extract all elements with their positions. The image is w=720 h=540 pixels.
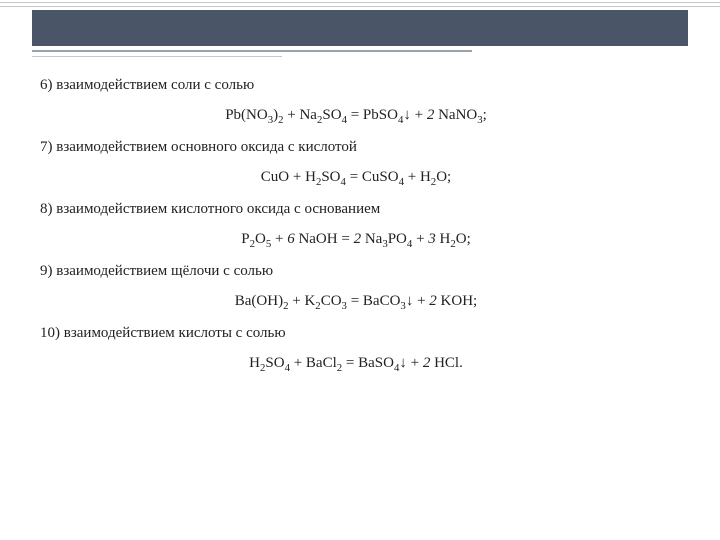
top-thin-line-2 xyxy=(0,6,720,7)
title-underline-1 xyxy=(32,50,472,52)
item-7-num: 7) xyxy=(40,139,53,155)
item-8-equation: P2O5 + 6 NaOH = 2 Na3PO4 + 3 H2O; xyxy=(40,230,672,248)
item-9-text: взаимодействием щёлочи с солью xyxy=(56,263,273,279)
item-6-num: 6) xyxy=(40,77,53,93)
item-7-text: взаимодействием основного оксида с кисло… xyxy=(56,139,357,155)
item-8-text: взаимодействием кислотного оксида с осно… xyxy=(56,201,380,217)
content-area: 6) взаимодействием соли с солью Pb(NO3)2… xyxy=(40,70,672,532)
item-10-text: взаимодействием кислоты с солью xyxy=(64,325,286,341)
title-underline-2 xyxy=(32,56,282,57)
item-8-desc: 8) взаимодействием кислотного оксида с о… xyxy=(40,200,672,218)
item-9-equation: Ba(OH)2 + K2CO3 = BaCO3↓ + 2 KOH; xyxy=(40,292,672,310)
title-bar xyxy=(32,10,688,46)
item-8-num: 8) xyxy=(40,201,53,217)
top-thin-line-1 xyxy=(0,2,720,3)
item-6-text: взаимодействием соли с солью xyxy=(56,77,254,93)
item-9-desc: 9) взаимодействием щёлочи с солью xyxy=(40,262,672,280)
item-10-desc: 10) взаимодействием кислоты с солью xyxy=(40,324,672,342)
item-6-equation: Pb(NO3)2 + Na2SO4 = PbSO4↓ + 2 NaNO3; xyxy=(40,106,672,124)
item-10-num: 10) xyxy=(40,325,60,341)
item-6-desc: 6) взаимодействием соли с солью xyxy=(40,76,672,94)
item-9-num: 9) xyxy=(40,263,53,279)
item-7-desc: 7) взаимодействием основного оксида с ки… xyxy=(40,138,672,156)
slide: 6) взаимодействием соли с солью Pb(NO3)2… xyxy=(0,0,720,540)
item-7-equation: CuO + H2SO4 = CuSO4 + H2O; xyxy=(40,168,672,186)
item-10-equation: H2SO4 + BaCl2 = BaSO4↓ + 2 HCl. xyxy=(40,354,672,372)
